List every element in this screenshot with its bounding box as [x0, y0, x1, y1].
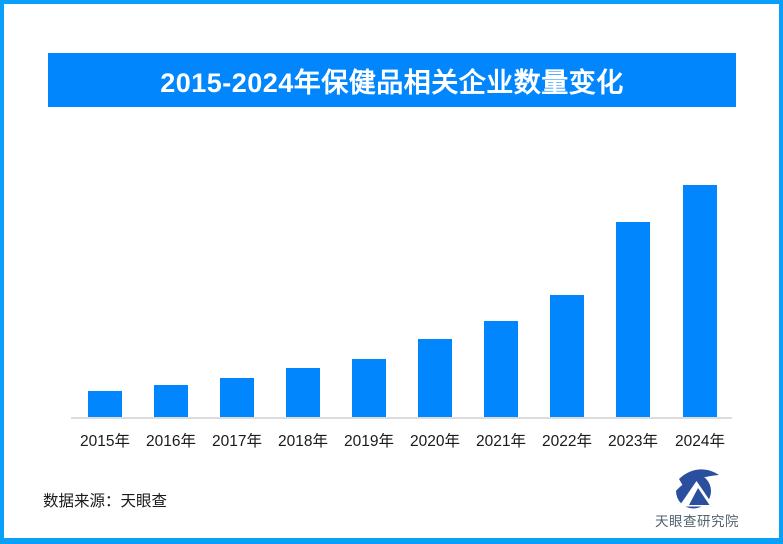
x-axis-label: 2022年 — [542, 433, 592, 450]
bar-2022年 — [550, 295, 584, 417]
bar-2020年 — [418, 339, 452, 417]
x-axis-label: 2021年 — [476, 433, 526, 450]
bar-2017年 — [220, 378, 254, 417]
x-axis-label: 2023年 — [608, 433, 658, 450]
data-source-note: 数据来源：天眼查 — [43, 493, 168, 510]
bar-2015年 — [88, 391, 122, 417]
x-axis-label: 2019年 — [344, 433, 394, 450]
bar-2016年 — [154, 385, 188, 417]
brand-logo-text: 天眼查研究院 — [655, 514, 739, 529]
x-axis-label: 2024年 — [675, 433, 725, 450]
brand-logo-block: 天眼查研究院 — [647, 466, 747, 530]
x-axis-line — [71, 417, 732, 419]
x-axis-label: 2017年 — [212, 433, 262, 450]
bar-2019年 — [352, 359, 386, 417]
chart-title: 2015-2024年保健品相关企业数量变化 — [160, 67, 624, 98]
x-axis-label: 2018年 — [278, 433, 328, 450]
tianyancha-eye-icon — [673, 467, 721, 509]
x-axis-label: 2016年 — [146, 433, 196, 450]
bar-2024年 — [683, 185, 717, 417]
bar-2023年 — [616, 222, 650, 417]
x-axis-label: 2020年 — [410, 433, 460, 450]
bar-2018年 — [286, 368, 320, 417]
x-axis-label: 2015年 — [80, 433, 130, 450]
bar-2021年 — [484, 321, 518, 417]
chart-title-banner: 2015-2024年保健品相关企业数量变化 — [48, 53, 736, 107]
